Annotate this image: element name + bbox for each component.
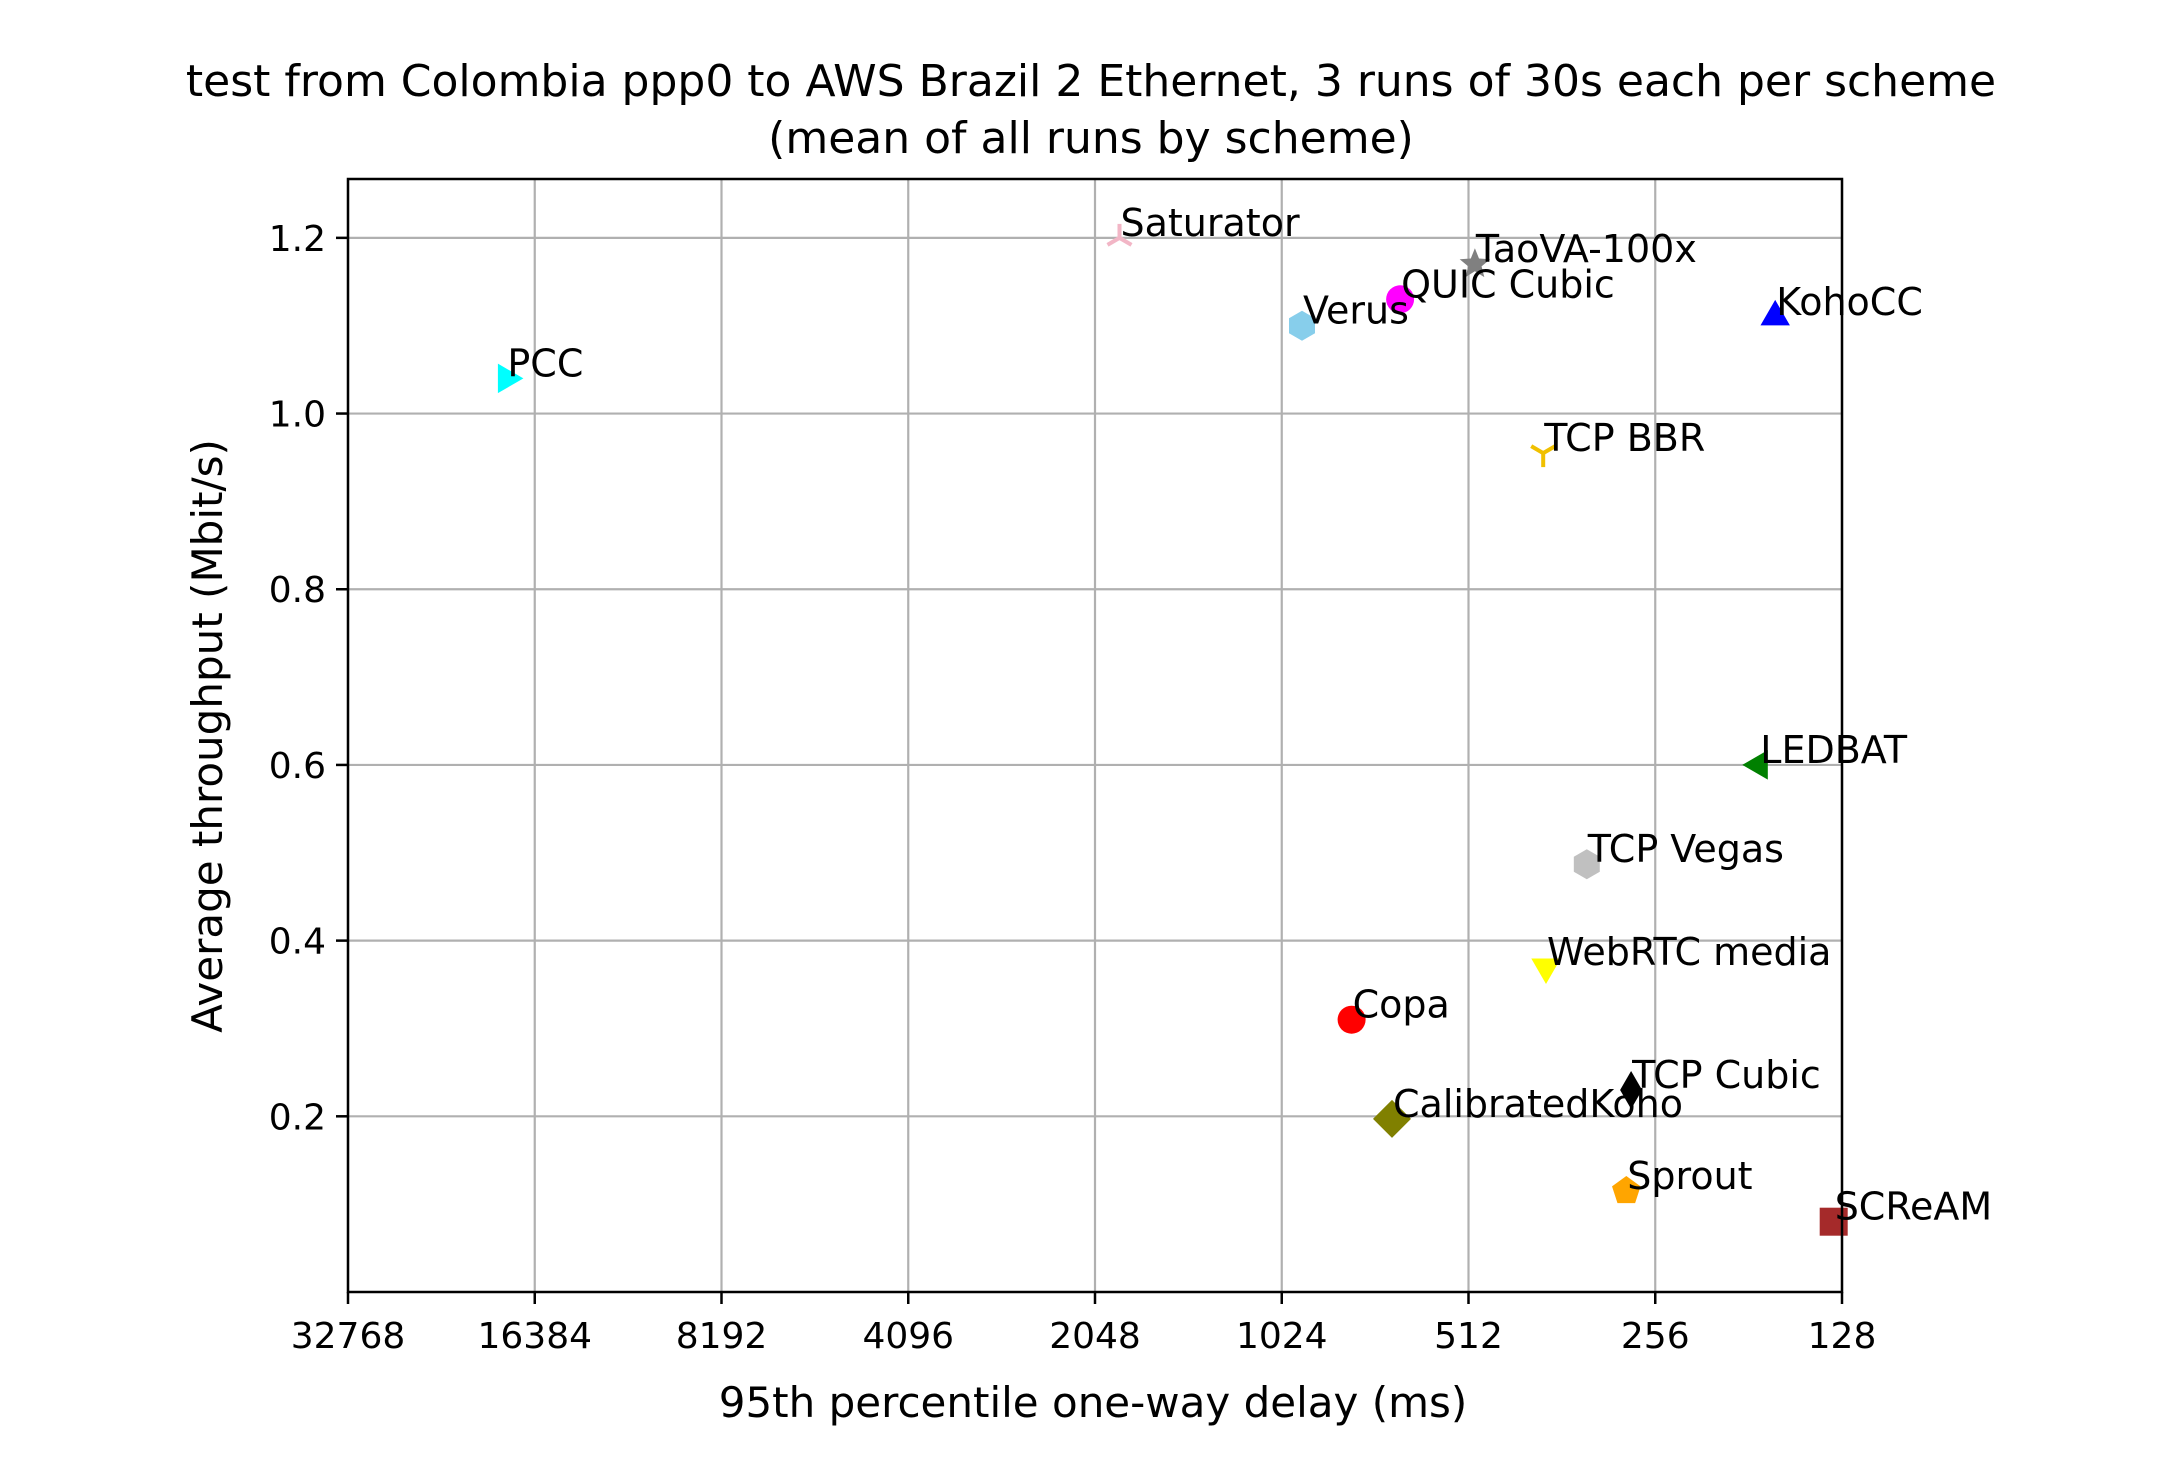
point-marker bbox=[1373, 1099, 1411, 1138]
x-tick-label: 2048 bbox=[1049, 1316, 1141, 1357]
point-label: LEDBAT bbox=[1760, 728, 1908, 772]
point-marker bbox=[1760, 299, 1790, 326]
point-label: TCP BBR bbox=[1543, 416, 1705, 460]
x-tick-label: 1024 bbox=[1236, 1316, 1328, 1357]
y-tick-label: 1.0 bbox=[269, 395, 326, 436]
y-tick-label: 0.4 bbox=[269, 922, 326, 963]
point-marker bbox=[1459, 248, 1491, 278]
point-marker bbox=[1530, 444, 1557, 468]
x-axis-label: 95th percentile one-way delay (ms) bbox=[719, 1378, 1468, 1427]
y-axis-label: Average throughput (Mbit/s) bbox=[183, 439, 232, 1033]
point-marker bbox=[497, 363, 524, 394]
point-label: QUIC Cubic bbox=[1401, 262, 1615, 306]
point-label: PCC bbox=[507, 341, 583, 385]
x-tick-label: 8192 bbox=[676, 1316, 768, 1357]
y-tick-label: 0.8 bbox=[269, 570, 326, 611]
y-tick-label: 0.2 bbox=[269, 1097, 326, 1138]
point-marker bbox=[1386, 285, 1415, 314]
x-tick-label: 128 bbox=[1808, 1316, 1877, 1357]
point-label: WebRTC media bbox=[1547, 930, 1831, 974]
point-label: CalibratedKoho bbox=[1393, 1082, 1683, 1126]
point-marker bbox=[1620, 1071, 1643, 1109]
point-label: KohoCC bbox=[1776, 280, 1923, 324]
point-marker bbox=[1106, 223, 1133, 247]
point-label: Saturator bbox=[1121, 201, 1300, 245]
point-marker bbox=[1337, 1005, 1366, 1034]
x-tick-label: 256 bbox=[1621, 1316, 1690, 1357]
point-label: TCP Cubic bbox=[1631, 1053, 1821, 1097]
chart-subtitle: (mean of all runs by scheme) bbox=[768, 113, 1414, 164]
grid-lines bbox=[346, 179, 1844, 1292]
point-marker bbox=[1531, 958, 1561, 984]
x-tick-label: 16384 bbox=[477, 1316, 592, 1357]
plot-area-frame bbox=[346, 177, 1844, 1294]
x-tick-label: 4096 bbox=[862, 1316, 954, 1357]
point-label: TCP Vegas bbox=[1587, 827, 1784, 871]
point-label: Copa bbox=[1353, 983, 1450, 1027]
point-marker bbox=[1612, 1176, 1641, 1204]
axis-ticks: 32768 16384 8192 4096 2048 1024 512 256 128 0.2 0.… bbox=[269, 219, 1877, 1357]
point-marker bbox=[1573, 849, 1600, 880]
point-label: Sprout bbox=[1627, 1154, 1752, 1198]
x-tick-label: 32768 bbox=[291, 1316, 406, 1357]
y-tick-label: 1.2 bbox=[269, 219, 326, 260]
point-marker bbox=[1742, 750, 1768, 780]
y-tick-label: 0.6 bbox=[269, 746, 326, 787]
chart-title: test from Colombia ppp0 to AWS Brazil 2 … bbox=[186, 56, 1996, 107]
point-label: TaoVA-100x bbox=[1475, 227, 1697, 271]
point-label: Verus bbox=[1303, 289, 1409, 333]
x-tick-label: 512 bbox=[1434, 1316, 1503, 1357]
point-marker bbox=[1289, 310, 1315, 341]
point-label: SCReAM bbox=[1835, 1185, 1993, 1229]
